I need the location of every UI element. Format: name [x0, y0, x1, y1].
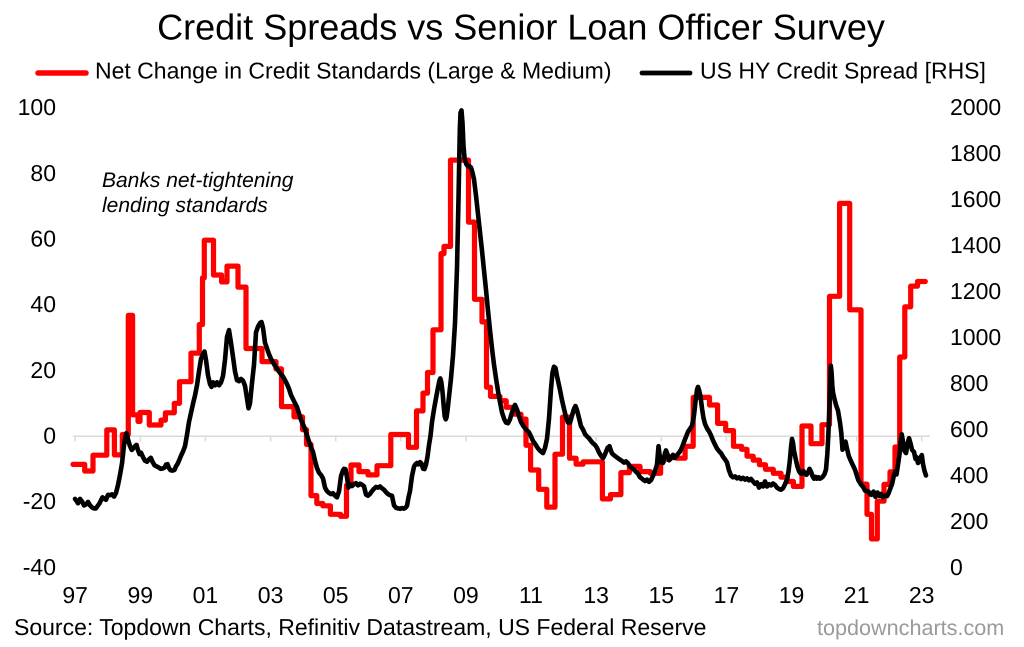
svg-text:1400: 1400 — [950, 232, 1001, 258]
svg-text:17: 17 — [714, 582, 740, 608]
svg-text:13: 13 — [583, 582, 609, 608]
svg-text:Source: Topdown Charts, Refini: Source: Topdown Charts, Refinitiv Datast… — [14, 614, 706, 640]
svg-text:800: 800 — [950, 370, 988, 396]
svg-text:0: 0 — [950, 554, 963, 580]
svg-text:03: 03 — [258, 582, 284, 608]
svg-text:lending standards: lending standards — [102, 194, 268, 217]
svg-text:20: 20 — [30, 357, 56, 383]
svg-text:99: 99 — [128, 582, 154, 608]
svg-text:40: 40 — [30, 291, 56, 317]
svg-text:US HY Credit Spread [RHS]: US HY Credit Spread [RHS] — [700, 58, 986, 84]
svg-text:2000: 2000 — [950, 94, 1001, 120]
svg-text:400: 400 — [950, 462, 988, 488]
svg-text:Banks net-tightening: Banks net-tightening — [102, 169, 294, 192]
svg-text:80: 80 — [30, 160, 56, 186]
svg-text:200: 200 — [950, 508, 988, 534]
svg-text:15: 15 — [649, 582, 675, 608]
svg-text:0: 0 — [43, 423, 56, 449]
svg-text:1200: 1200 — [950, 278, 1001, 304]
svg-text:21: 21 — [844, 582, 870, 608]
svg-text:Net Change in Credit Standards: Net Change in Credit Standards (Large & … — [95, 58, 611, 84]
svg-text:97: 97 — [62, 582, 88, 608]
svg-text:1800: 1800 — [950, 140, 1001, 166]
svg-text:1000: 1000 — [950, 324, 1001, 350]
svg-text:23: 23 — [909, 582, 935, 608]
svg-text:600: 600 — [950, 416, 988, 442]
svg-text:topdowncharts.com: topdowncharts.com — [817, 615, 1004, 640]
svg-text:60: 60 — [30, 226, 56, 252]
svg-text:11: 11 — [519, 582, 543, 608]
svg-text:01: 01 — [193, 582, 219, 608]
svg-text:Credit Spreads vs Senior Loan: Credit Spreads vs Senior Loan Officer Su… — [157, 7, 885, 48]
svg-text:19: 19 — [779, 582, 805, 608]
svg-text:-40: -40 — [23, 554, 56, 580]
svg-text:1600: 1600 — [950, 186, 1001, 212]
svg-text:07: 07 — [388, 582, 414, 608]
svg-text:05: 05 — [323, 582, 349, 608]
svg-text:100: 100 — [18, 94, 56, 120]
svg-text:09: 09 — [453, 582, 479, 608]
svg-text:-20: -20 — [23, 488, 56, 514]
